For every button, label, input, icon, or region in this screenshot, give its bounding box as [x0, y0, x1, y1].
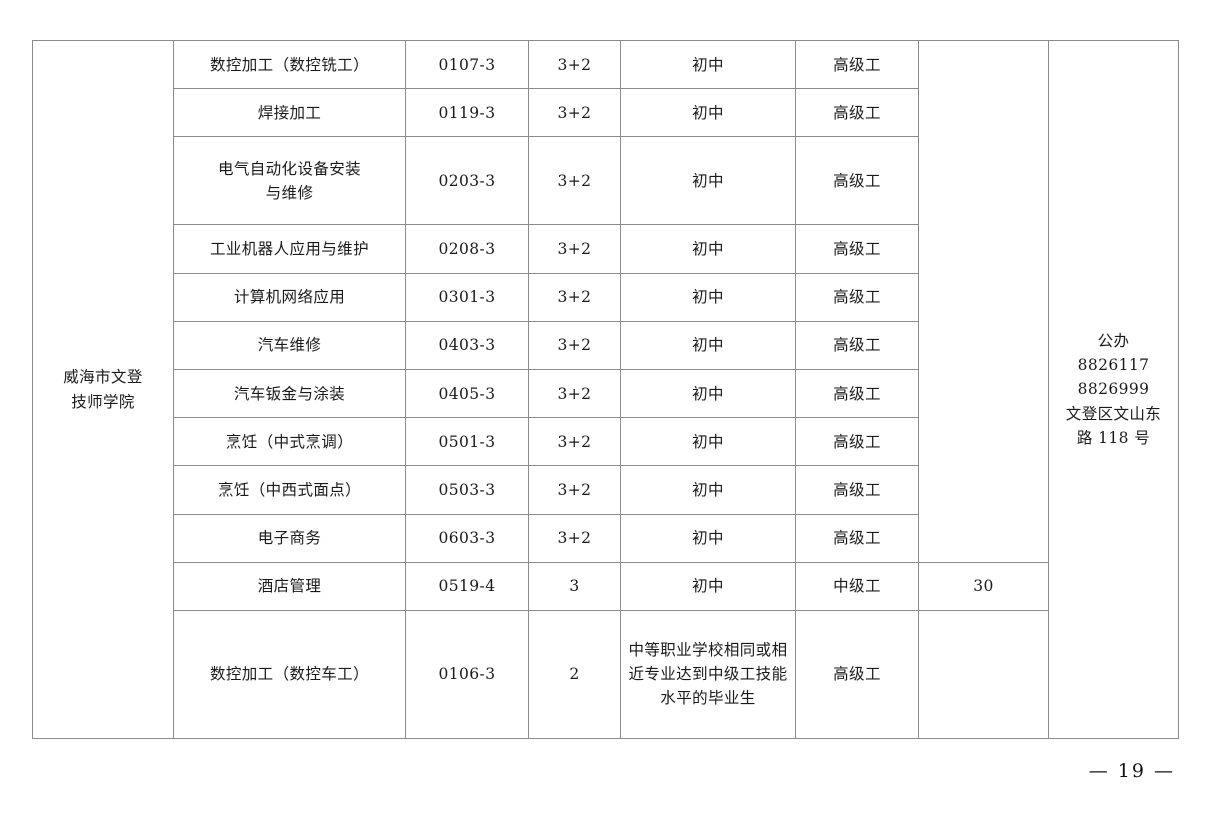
- table-row: 汽车钣金与涂装 0405-3 3+2 初中 高级工: [33, 369, 1179, 419]
- table-row: 数控加工（数控车工） 0106-3 2 中等职业学校相同或相近专业达到中级工技能…: [33, 609, 1179, 740]
- years-cell: 3+2: [528, 417, 621, 467]
- school-name-line-2: 技师学院: [71, 392, 135, 411]
- requirement-cell: 初中: [620, 88, 796, 138]
- school-name-line-1: 威海市文登: [63, 368, 143, 387]
- major-cell: 汽车钣金与涂装: [173, 369, 406, 419]
- contact-line-1: 公办: [1097, 332, 1130, 351]
- level-cell: 高级工: [795, 88, 919, 138]
- code-cell: 0119-3: [405, 88, 529, 138]
- contact-line-2: 8826117: [1077, 356, 1150, 375]
- years-cell: 3+2: [528, 39, 621, 90]
- code-cell: 0405-3: [405, 369, 529, 419]
- level-cell: 高级工: [795, 609, 919, 740]
- school-name-cell: 威海市文登 技师学院: [32, 40, 174, 739]
- level-cell: 高级工: [795, 513, 919, 563]
- contact-line-4: 文登区文山东: [1065, 404, 1162, 423]
- requirement-cell: 初中: [620, 39, 796, 90]
- table-row: 计算机网络应用 0301-3 3+2 初中 高级工: [33, 272, 1179, 322]
- major-cell: 电气自动化设备安装 与维修: [173, 136, 406, 226]
- major-cell: 工业机器人应用与维护: [173, 224, 406, 274]
- level-cell: 高级工: [795, 39, 919, 90]
- years-cell: 3+2: [528, 88, 621, 138]
- major-line-2: 与维修: [265, 183, 314, 202]
- years-cell: 3+2: [528, 513, 621, 563]
- enrollment-table-body: 威海市文登 技师学院 数控加工（数控铣工） 0107-3 3+2 初中 高级工 …: [32, 39, 1179, 740]
- table-row: 烹饪（中式烹调） 0501-3 3+2 初中 高级工: [33, 417, 1179, 467]
- requirement-cell: 中等职业学校相同或相近专业达到中级工技能水平的毕业生: [620, 609, 796, 740]
- code-cell: 0603-3: [405, 513, 529, 563]
- table-row: 焊接加工 0119-3 3+2 初中 高级工: [33, 88, 1179, 138]
- years-cell: 3+2: [528, 136, 621, 226]
- major-cell: 电子商务: [173, 513, 406, 563]
- major-cell: 烹饪（中式烹调）: [173, 417, 406, 467]
- code-cell: 0501-3: [405, 417, 529, 467]
- requirement-cell: 初中: [620, 417, 796, 467]
- years-cell: 3+2: [528, 465, 621, 515]
- major-cell: 酒店管理: [173, 561, 406, 611]
- enrollment-table: 威海市文登 技师学院 数控加工（数控铣工） 0107-3 3+2 初中 高级工 …: [32, 39, 1179, 740]
- major-cell: 数控加工（数控车工）: [173, 609, 406, 740]
- major-cell: 烹饪（中西式面点）: [173, 465, 406, 515]
- quantity-merged-cell-top: [918, 40, 1049, 563]
- code-cell: 0519-4: [405, 561, 529, 611]
- code-cell: 0208-3: [405, 224, 529, 274]
- level-cell: 高级工: [795, 272, 919, 322]
- years-cell: 3+2: [528, 224, 621, 274]
- years-cell: 3+2: [528, 320, 621, 371]
- contact-cell: 公办 8826117 8826999 文登区文山东 路 118 号: [1048, 40, 1179, 739]
- quantity-cell: 30: [918, 561, 1049, 611]
- table-row: 电子商务 0603-3 3+2 初中 高级工: [33, 513, 1179, 563]
- code-cell: 0301-3: [405, 272, 529, 322]
- requirement-cell: 初中: [620, 513, 796, 563]
- major-cell: 焊接加工: [173, 88, 406, 138]
- years-cell: 3: [528, 561, 621, 611]
- page-number-footer: — 19 —: [1088, 760, 1175, 782]
- level-cell: 高级工: [795, 369, 919, 419]
- code-cell: 0203-3: [405, 136, 529, 226]
- table-row: 酒店管理 0519-4 3 初中 中级工 30: [33, 561, 1179, 611]
- table-row: 威海市文登 技师学院 数控加工（数控铣工） 0107-3 3+2 初中 高级工 …: [32, 39, 1179, 739]
- years-cell: 2: [528, 609, 621, 740]
- years-cell: 3+2: [528, 272, 621, 322]
- years-cell: 3+2: [528, 369, 621, 419]
- table-row: 汽车维修 0403-3 3+2 初中 高级工: [33, 320, 1179, 371]
- major-line-1: 电气自动化设备安装: [217, 159, 362, 178]
- quantity-merged-cell-bottom: [918, 609, 1049, 740]
- level-cell: 高级工: [795, 417, 919, 467]
- code-cell: 0503-3: [405, 465, 529, 515]
- code-cell: 0403-3: [405, 320, 529, 371]
- major-cell: 数控加工（数控铣工）: [173, 39, 406, 90]
- requirement-cell: 初中: [620, 272, 796, 322]
- level-cell: 高级工: [795, 465, 919, 515]
- contact-line-5: 路 118 号: [1076, 428, 1151, 447]
- requirement-cell: 初中: [620, 320, 796, 371]
- enrollment-table-wrapper: 威海市文登 技师学院 数控加工（数控铣工） 0107-3 3+2 初中 高级工 …: [32, 39, 1179, 740]
- level-cell: 高级工: [795, 320, 919, 371]
- requirement-cell: 初中: [620, 465, 796, 515]
- major-cell: 汽车维修: [173, 320, 406, 371]
- requirement-cell: 初中: [620, 369, 796, 419]
- major-cell: 计算机网络应用: [173, 272, 406, 322]
- table-row: 电气自动化设备安装 与维修 0203-3 3+2 初中 高级工: [33, 136, 1179, 226]
- code-cell: 0107-3: [405, 39, 529, 90]
- level-cell: 高级工: [795, 136, 919, 226]
- requirement-cell: 初中: [620, 561, 796, 611]
- requirement-cell: 初中: [620, 136, 796, 226]
- level-cell: 高级工: [795, 224, 919, 274]
- code-cell: 0106-3: [405, 609, 529, 740]
- contact-line-3: 8826999: [1077, 380, 1150, 399]
- level-cell: 中级工: [795, 561, 919, 611]
- requirement-cell: 初中: [620, 224, 796, 274]
